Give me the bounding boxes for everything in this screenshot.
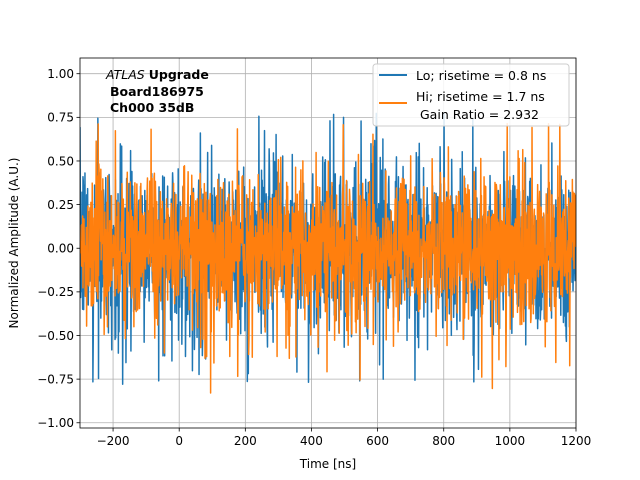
annotation-atlas-italic: ATLAS: [105, 67, 145, 82]
y-tick-label: −0.25: [37, 285, 74, 299]
legend: Lo; risetime = 0.8 ns Hi; risetime = 1.7…: [372, 63, 570, 127]
y-axis-ticks: −1.00 −0.75 −0.50 −0.25 0.00 0.25 0.50 0.75 1.00: [37, 67, 80, 430]
x-axis-label: Time [ns]: [299, 457, 356, 471]
plot-traces: [80, 112, 576, 394]
legend-gain-ratio: Gain Ratio = 2.932: [420, 107, 539, 122]
x-tick-label: 200: [234, 434, 257, 448]
y-tick-label: 1.00: [47, 67, 74, 81]
atlas-annotation: ATLAS Upgrade Board186975 Ch000 35dB: [105, 67, 209, 115]
legend-label-hi: Hi; risetime = 1.7 ns: [416, 89, 545, 104]
y-tick-label: −0.75: [37, 372, 74, 386]
annotation-upgrade: Upgrade: [149, 67, 209, 82]
y-tick-label: 0.25: [47, 198, 74, 212]
x-tick-label: 1000: [495, 434, 526, 448]
x-tick-label: 0: [175, 434, 183, 448]
y-tick-label: −0.50: [37, 329, 74, 343]
plot-frame: [79, 57, 577, 429]
legend-box: [372, 63, 570, 127]
y-tick-label: 0.00: [47, 242, 74, 256]
x-tick-label: −200: [97, 434, 130, 448]
x-tick-label: 400: [300, 434, 323, 448]
y-tick-label: 0.75: [47, 111, 74, 125]
x-tick-label: 600: [366, 434, 389, 448]
series-hi-line: [80, 122, 576, 394]
x-tick-label: 800: [432, 434, 455, 448]
x-tick-label: 1200: [561, 434, 592, 448]
annotation-board: Board186975: [110, 84, 204, 99]
annotation-channel: Ch000 35dB: [110, 100, 194, 115]
annotation-line-1: ATLAS Upgrade: [105, 67, 209, 82]
y-tick-label: 0.50: [47, 154, 74, 168]
y-tick-label: −1.00: [37, 416, 74, 430]
legend-label-lo: Lo; risetime = 0.8 ns: [416, 68, 546, 83]
x-axis-ticks: −200 0 200 400 600 800 1000 1200: [97, 428, 592, 448]
y-axis-label: Normalized Amplitude (A.U.): [7, 158, 21, 329]
